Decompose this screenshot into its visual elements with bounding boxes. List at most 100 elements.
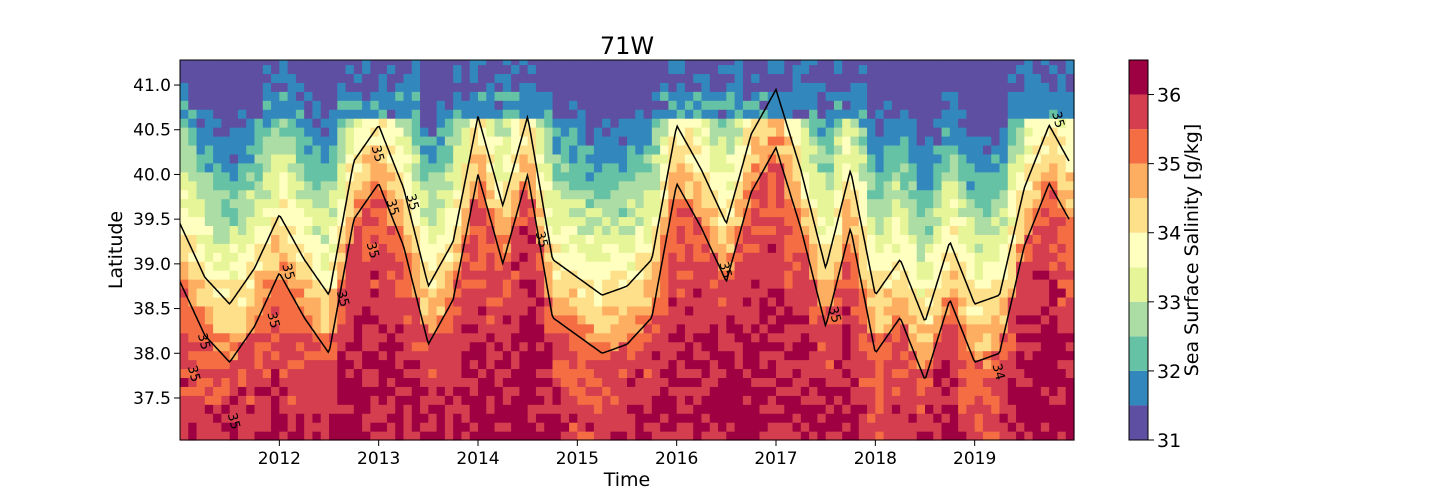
heatmap-cell xyxy=(229,395,239,405)
heatmap-cell xyxy=(776,332,785,343)
heatmap-cell xyxy=(279,153,289,164)
heatmap-cell xyxy=(958,225,967,235)
heatmap-cell xyxy=(262,127,272,137)
heatmap-cell xyxy=(693,305,703,316)
x-tick-label: 2013 xyxy=(357,449,400,469)
heatmap-cell xyxy=(908,252,918,262)
heatmap-cell xyxy=(1065,368,1075,379)
heatmap-cell xyxy=(776,404,785,414)
heatmap-cell xyxy=(560,144,570,155)
heatmap-cell xyxy=(668,323,678,334)
heatmap-cell xyxy=(461,270,471,280)
heatmap-cell xyxy=(776,234,785,244)
heatmap-cell xyxy=(850,359,860,370)
heatmap-cell xyxy=(337,234,347,244)
heatmap-cell xyxy=(552,422,562,432)
heatmap-cell xyxy=(362,395,371,405)
heatmap-cell xyxy=(982,60,992,66)
heatmap-cell xyxy=(718,189,727,200)
heatmap-cell xyxy=(693,207,703,218)
heatmap-cell xyxy=(908,404,918,414)
heatmap-cell xyxy=(188,225,198,235)
heatmap-cell xyxy=(1016,395,1025,405)
heatmap-cell xyxy=(908,127,918,137)
heatmap-cell xyxy=(486,136,496,146)
heatmap-cell xyxy=(527,91,537,101)
heatmap-cell xyxy=(1024,279,1034,289)
heatmap-cell xyxy=(188,323,198,334)
heatmap-cell xyxy=(643,288,653,298)
heatmap-cell xyxy=(999,413,1009,423)
heatmap-cell xyxy=(527,332,537,343)
heatmap-cell xyxy=(999,91,1009,101)
heatmap-cell xyxy=(453,431,463,441)
heatmap-cell xyxy=(221,431,231,441)
heatmap-cell xyxy=(320,288,330,298)
heatmap-cell xyxy=(916,162,926,173)
heatmap-cell xyxy=(949,144,959,155)
heatmap-cell xyxy=(759,350,769,361)
heatmap-cell xyxy=(974,413,984,423)
heatmap-cell xyxy=(809,189,818,200)
heatmap-cell xyxy=(809,332,818,343)
heatmap-cell xyxy=(759,323,769,334)
heatmap-cell xyxy=(875,118,885,128)
heatmap-cell xyxy=(742,180,752,191)
heatmap-cell xyxy=(362,180,371,191)
heatmap-cell xyxy=(858,431,868,441)
heatmap-cell xyxy=(883,279,893,289)
heatmap-cell xyxy=(817,225,827,235)
heatmap-cell xyxy=(709,234,719,244)
heatmap-cell xyxy=(221,305,231,316)
heatmap-cell xyxy=(180,332,189,343)
heatmap-cell xyxy=(486,368,496,379)
heatmap-cell xyxy=(337,180,347,191)
heatmap-cell xyxy=(618,305,628,316)
heatmap-cell xyxy=(246,323,256,334)
heatmap-cell xyxy=(742,296,752,307)
heatmap-cell xyxy=(684,234,694,244)
heatmap-cell xyxy=(593,198,603,209)
heatmap-cell xyxy=(991,136,1001,146)
heatmap-cell xyxy=(196,288,206,298)
heatmap-cell xyxy=(329,153,338,164)
heatmap-cell xyxy=(519,198,529,209)
heatmap-cell xyxy=(271,234,280,244)
heatmap-cell xyxy=(320,207,330,218)
heatmap-cell xyxy=(1007,296,1017,307)
heatmap-cell xyxy=(941,171,951,182)
heatmap-cell xyxy=(436,422,446,432)
heatmap-cell xyxy=(221,243,231,253)
heatmap-cell xyxy=(1032,234,1042,244)
heatmap-cell xyxy=(709,413,719,423)
heatmap-cell xyxy=(991,73,1001,83)
heatmap-cell xyxy=(569,288,578,298)
heatmap-cell xyxy=(411,73,421,83)
heatmap-cell xyxy=(602,144,612,155)
heatmap-cell xyxy=(411,422,421,432)
heatmap-cell xyxy=(1016,314,1025,325)
heatmap-cell xyxy=(502,314,512,325)
heatmap-cell xyxy=(933,288,943,298)
heatmap-cell xyxy=(1024,422,1034,432)
heatmap-cell xyxy=(991,109,1001,119)
heatmap-cell xyxy=(469,234,479,244)
heatmap-cell xyxy=(610,91,620,101)
heatmap-cell xyxy=(618,279,628,289)
heatmap-cell xyxy=(858,153,868,164)
heatmap-cell xyxy=(709,279,719,289)
heatmap-cell xyxy=(511,386,520,396)
heatmap-cell xyxy=(519,404,529,414)
heatmap-cell xyxy=(792,189,802,200)
heatmap-cell xyxy=(1016,162,1025,173)
contour-label: 35 xyxy=(184,364,203,384)
heatmap-cell xyxy=(544,270,554,280)
heatmap-cell xyxy=(676,225,686,235)
x-tick-label: 2019 xyxy=(953,449,996,469)
heatmap-cell xyxy=(908,73,918,83)
heatmap-cell xyxy=(478,73,487,83)
heatmap-cell xyxy=(718,305,727,316)
heatmap-cell xyxy=(850,332,860,343)
heatmap-cell xyxy=(287,332,297,343)
heatmap-cell xyxy=(800,216,810,227)
